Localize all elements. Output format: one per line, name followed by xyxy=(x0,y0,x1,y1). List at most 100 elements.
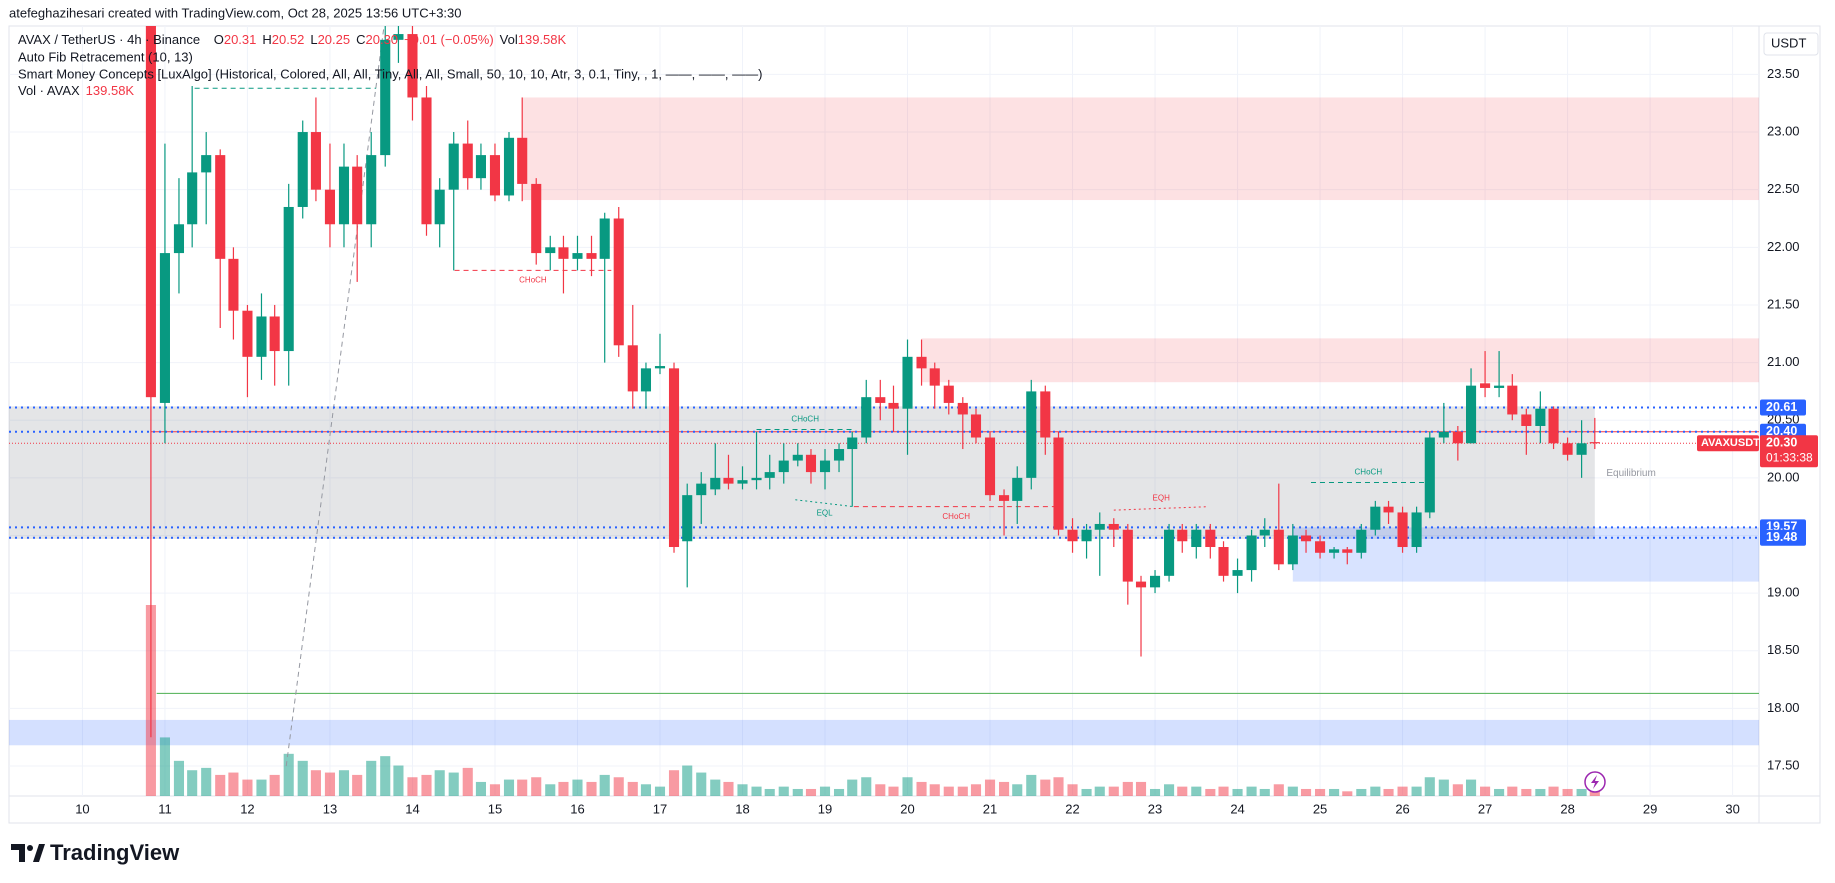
volume-bar xyxy=(888,786,899,796)
volume-bar xyxy=(627,781,638,796)
volume-bar xyxy=(1329,788,1340,796)
candle-body xyxy=(1548,408,1559,444)
currency-box[interactable] xyxy=(1763,32,1819,56)
volume-bar xyxy=(1383,788,1394,796)
candle-body xyxy=(805,454,817,473)
level-label: 19.48 xyxy=(1766,530,1797,544)
volume-bar xyxy=(1273,784,1284,796)
candle-body xyxy=(627,345,638,392)
candle-body xyxy=(1232,570,1243,576)
x-tick-label: 21 xyxy=(983,801,997,816)
candle-body xyxy=(1164,529,1175,576)
volume-bar xyxy=(847,779,858,796)
countdown: 01:33:38 xyxy=(1766,450,1813,464)
volume-bar xyxy=(1370,786,1381,796)
candle-body xyxy=(1438,431,1449,438)
volume-bar xyxy=(1411,786,1422,796)
x-tick-label: 22 xyxy=(1065,801,1079,816)
volume-bar xyxy=(1067,784,1078,796)
volume-bar xyxy=(1191,786,1202,796)
volume-bar xyxy=(173,760,185,796)
candle-body xyxy=(201,155,212,173)
candle-body xyxy=(1507,385,1518,415)
candle-body xyxy=(283,206,294,352)
candle-body xyxy=(1411,512,1422,548)
x-tick-label: 18 xyxy=(735,801,749,816)
volume-bar xyxy=(1205,788,1216,796)
volume-bar xyxy=(558,781,569,796)
candle-body xyxy=(751,477,762,481)
level-tag xyxy=(1760,529,1806,546)
legend-volume-name: Vol · AVAX xyxy=(18,83,80,98)
legend-ohlc: AVAX / TetherUS · 4h · Binance O20.31 H20… xyxy=(18,32,567,47)
candle-body xyxy=(1465,385,1477,444)
legend-value: 20.25 xyxy=(318,32,351,47)
zone xyxy=(1292,527,1759,582)
volume-bar xyxy=(1149,788,1161,796)
candle-body xyxy=(833,449,845,461)
candle-body xyxy=(242,310,253,357)
candle-body xyxy=(1356,529,1367,553)
candle-body xyxy=(1300,535,1312,542)
candle-body xyxy=(1108,523,1119,530)
volume-bar xyxy=(1040,779,1051,796)
candle-body xyxy=(640,368,652,392)
volume-bar xyxy=(1108,786,1119,796)
currency[interactable]: USDT xyxy=(1771,35,1806,50)
legend-key: O xyxy=(214,32,224,47)
volume-bar xyxy=(1356,788,1367,796)
candle-body xyxy=(957,402,968,415)
structure-label: CHoCH xyxy=(791,415,819,424)
candle-body xyxy=(861,397,872,438)
candle-body xyxy=(462,143,473,179)
structure-line xyxy=(1113,506,1209,511)
candle-body xyxy=(1218,547,1229,576)
volume-bar xyxy=(1053,777,1064,796)
volume-bar xyxy=(187,770,198,796)
volume-bar xyxy=(1135,781,1147,796)
volume-bar xyxy=(875,784,886,796)
volume-bar xyxy=(751,786,762,796)
candle-body xyxy=(847,437,858,450)
volume-bar xyxy=(1012,784,1023,796)
volume-bar xyxy=(1094,786,1105,796)
volume-bar xyxy=(1026,774,1037,796)
candle-body xyxy=(888,402,899,409)
candle-body xyxy=(778,460,789,473)
level-label: 20.61 xyxy=(1766,400,1797,414)
candle-body xyxy=(1177,529,1188,542)
candle-body xyxy=(1494,385,1505,388)
volume-bar xyxy=(999,781,1010,796)
candle-body xyxy=(228,258,239,311)
volume-bar xyxy=(1589,790,1600,796)
candle-body xyxy=(173,224,185,254)
volume-bar xyxy=(352,774,363,796)
volume-bar xyxy=(819,786,831,796)
level-label: 20.40 xyxy=(1766,424,1797,438)
volume-bar xyxy=(710,779,721,796)
x-tick-label: 19 xyxy=(818,801,832,816)
watermark: TradingView xyxy=(50,840,180,865)
zone xyxy=(9,406,1595,539)
volume-bar xyxy=(1232,788,1243,796)
candle-body xyxy=(1053,437,1064,530)
volume-bar xyxy=(531,777,542,796)
volume-bar xyxy=(421,774,432,796)
legend-indicator: Smart Money Concepts [LuxAlgo] (Historic… xyxy=(18,66,762,81)
y-tick-label: 19.00 xyxy=(1767,585,1800,600)
y-tick-label: 21.50 xyxy=(1767,296,1800,311)
legend-value: 20.30 xyxy=(366,32,399,47)
y-tick-label: 18.50 xyxy=(1767,642,1800,657)
legend-key: L xyxy=(310,32,317,47)
candle-body xyxy=(434,189,445,225)
x-tick-label: 23 xyxy=(1148,801,1162,816)
legend-change: −0.01 (−0.05%) xyxy=(404,32,494,47)
candle-body xyxy=(393,34,404,40)
volume-bar xyxy=(1576,788,1587,796)
legend-volume-value: 139.58K xyxy=(86,83,135,98)
symbol-label: AVAXUSDT xyxy=(1701,437,1760,449)
legend-value: 139.58K xyxy=(518,32,567,47)
candle-body xyxy=(475,155,486,179)
legend-symbol: AVAX / TetherUS · 4h · Binance xyxy=(18,32,200,47)
